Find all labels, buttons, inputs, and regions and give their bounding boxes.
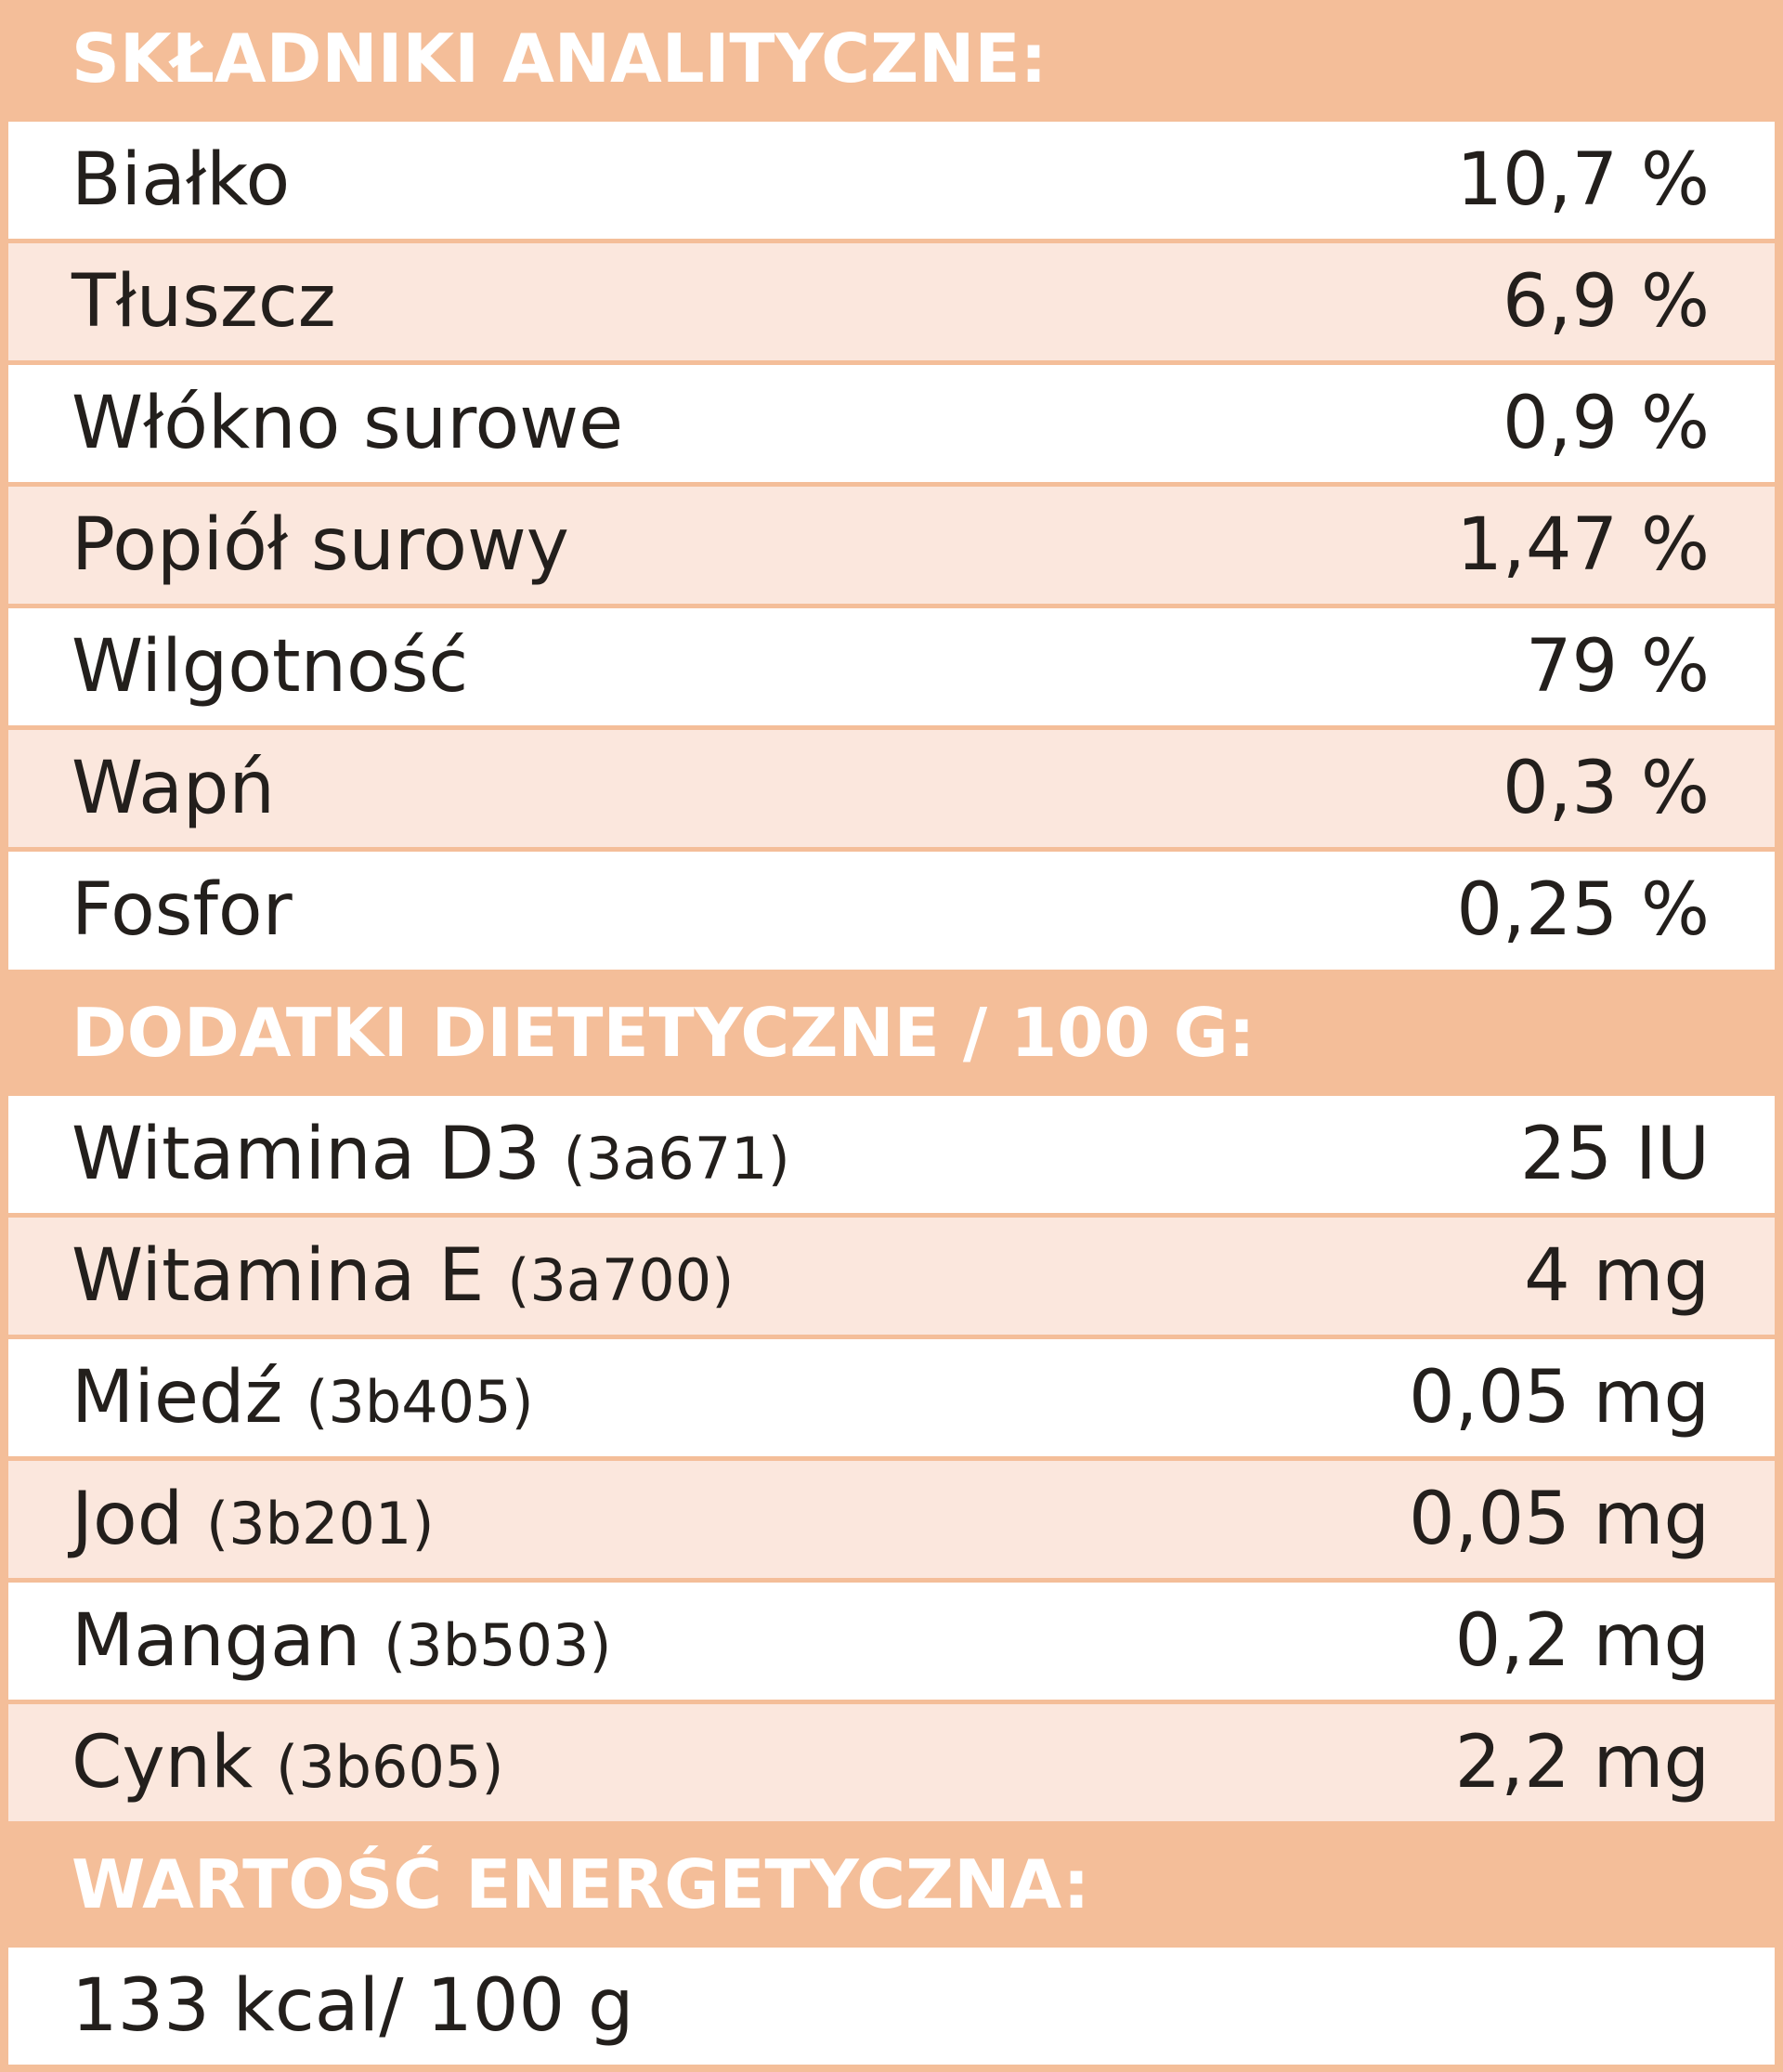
section-header: DODATKI DIETETYCZNE / 100 G: [8, 973, 1775, 1091]
table-row: 133 kcal/ 100 g [8, 1948, 1775, 2065]
row-name: Cynk [72, 1720, 254, 1805]
table-row: Wapń 0,3 % [8, 730, 1775, 848]
section-header: SKŁADNIKI ANALITYCZNE: [8, 0, 1775, 118]
row-name: Miedź [72, 1355, 283, 1440]
row-value: 0,05 mg [1409, 1477, 1710, 1561]
table-row: Witamina D3 (3a671) 25 IU [8, 1095, 1775, 1213]
row-label: Cynk (3b605) [72, 1721, 504, 1805]
row-label: Witamina D3 (3a671) [72, 1113, 790, 1196]
row-name: 133 kcal/ 100 g [72, 1964, 634, 2049]
row-label: 133 kcal/ 100 g [72, 1964, 633, 2048]
row-label: Witamina E (3a700) [72, 1234, 734, 1318]
row-code: (3a671) [563, 1124, 790, 1192]
row-value: 0,25 % [1456, 868, 1710, 953]
row-value: 2,2 mg [1454, 1720, 1710, 1805]
row-value: 4 mg [1524, 1233, 1710, 1318]
row-label: Mangan (3b503) [72, 1599, 612, 1683]
row-code: (3b503) [384, 1610, 612, 1679]
row-name: Wilgotność [72, 625, 469, 710]
section-header: WARTOŚĆ ENERGETYCZNA: [8, 1825, 1775, 1943]
row-value: 0,9 % [1503, 382, 1710, 466]
table-row: Cynk (3b605) 2,2 mg [8, 1703, 1775, 1821]
table-row: Białko 10,7 % [8, 122, 1775, 240]
row-label: Miedź (3b405) [72, 1356, 534, 1440]
row-name: Witamina D3 [72, 1112, 540, 1196]
section-title: WARTOŚĆ ENERGETYCZNA: [72, 1844, 1090, 1923]
row-code: (3b405) [306, 1367, 534, 1436]
row-name: Wapń [72, 747, 275, 831]
row-code: (3b605) [276, 1732, 504, 1801]
row-label: Włókno surowe [72, 382, 623, 465]
row-name: Popiół surowy [72, 503, 569, 588]
table-row: Witamina E (3a700) 4 mg [8, 1217, 1775, 1335]
row-value: 79 % [1525, 625, 1710, 710]
table-row: Wilgotność 79 % [8, 608, 1775, 726]
row-label: Jod (3b201) [72, 1478, 435, 1561]
row-name: Mangan [72, 1598, 361, 1683]
row-label: Fosfor [72, 868, 293, 952]
row-label: Tłuszcz [72, 260, 336, 344]
row-value: 25 IU [1519, 1112, 1710, 1196]
table-row: Popiół surowy 1,47 % [8, 487, 1775, 605]
row-value: 0,2 mg [1454, 1598, 1710, 1683]
row-value: 0,05 mg [1409, 1355, 1710, 1440]
table-row: Włókno surowe 0,9 % [8, 365, 1775, 483]
row-value: 10,7 % [1456, 138, 1710, 223]
table-row: Jod (3b201) 0,05 mg [8, 1460, 1775, 1578]
row-name: Tłuszcz [72, 260, 336, 345]
row-name: Włókno surowe [72, 382, 624, 466]
table-row: Tłuszcz 6,9 % [8, 243, 1775, 361]
row-name: Białko [72, 138, 291, 223]
row-name: Fosfor [72, 868, 293, 953]
row-label: Wapń [72, 747, 275, 830]
row-code: (3b201) [206, 1489, 435, 1557]
row-label: Białko [72, 138, 290, 222]
table-row: Mangan (3b503) 0,2 mg [8, 1582, 1775, 1700]
row-name: Witamina E [72, 1233, 485, 1318]
row-value: 6,9 % [1503, 260, 1710, 345]
row-code: (3a700) [507, 1245, 735, 1314]
row-value: 0,3 % [1503, 747, 1710, 831]
row-name: Jod [72, 1477, 184, 1561]
table-row: Miedź (3b405) 0,05 mg [8, 1338, 1775, 1456]
section-title: DODATKI DIETETYCZNE / 100 G: [72, 993, 1256, 1072]
table-row: Fosfor 0,25 % [8, 852, 1775, 970]
row-label: Popiół surowy [72, 503, 569, 587]
row-label: Wilgotność [72, 625, 468, 709]
section-title: SKŁADNIKI ANALITYCZNE: [72, 20, 1048, 98]
row-value: 1,47 % [1456, 503, 1710, 588]
